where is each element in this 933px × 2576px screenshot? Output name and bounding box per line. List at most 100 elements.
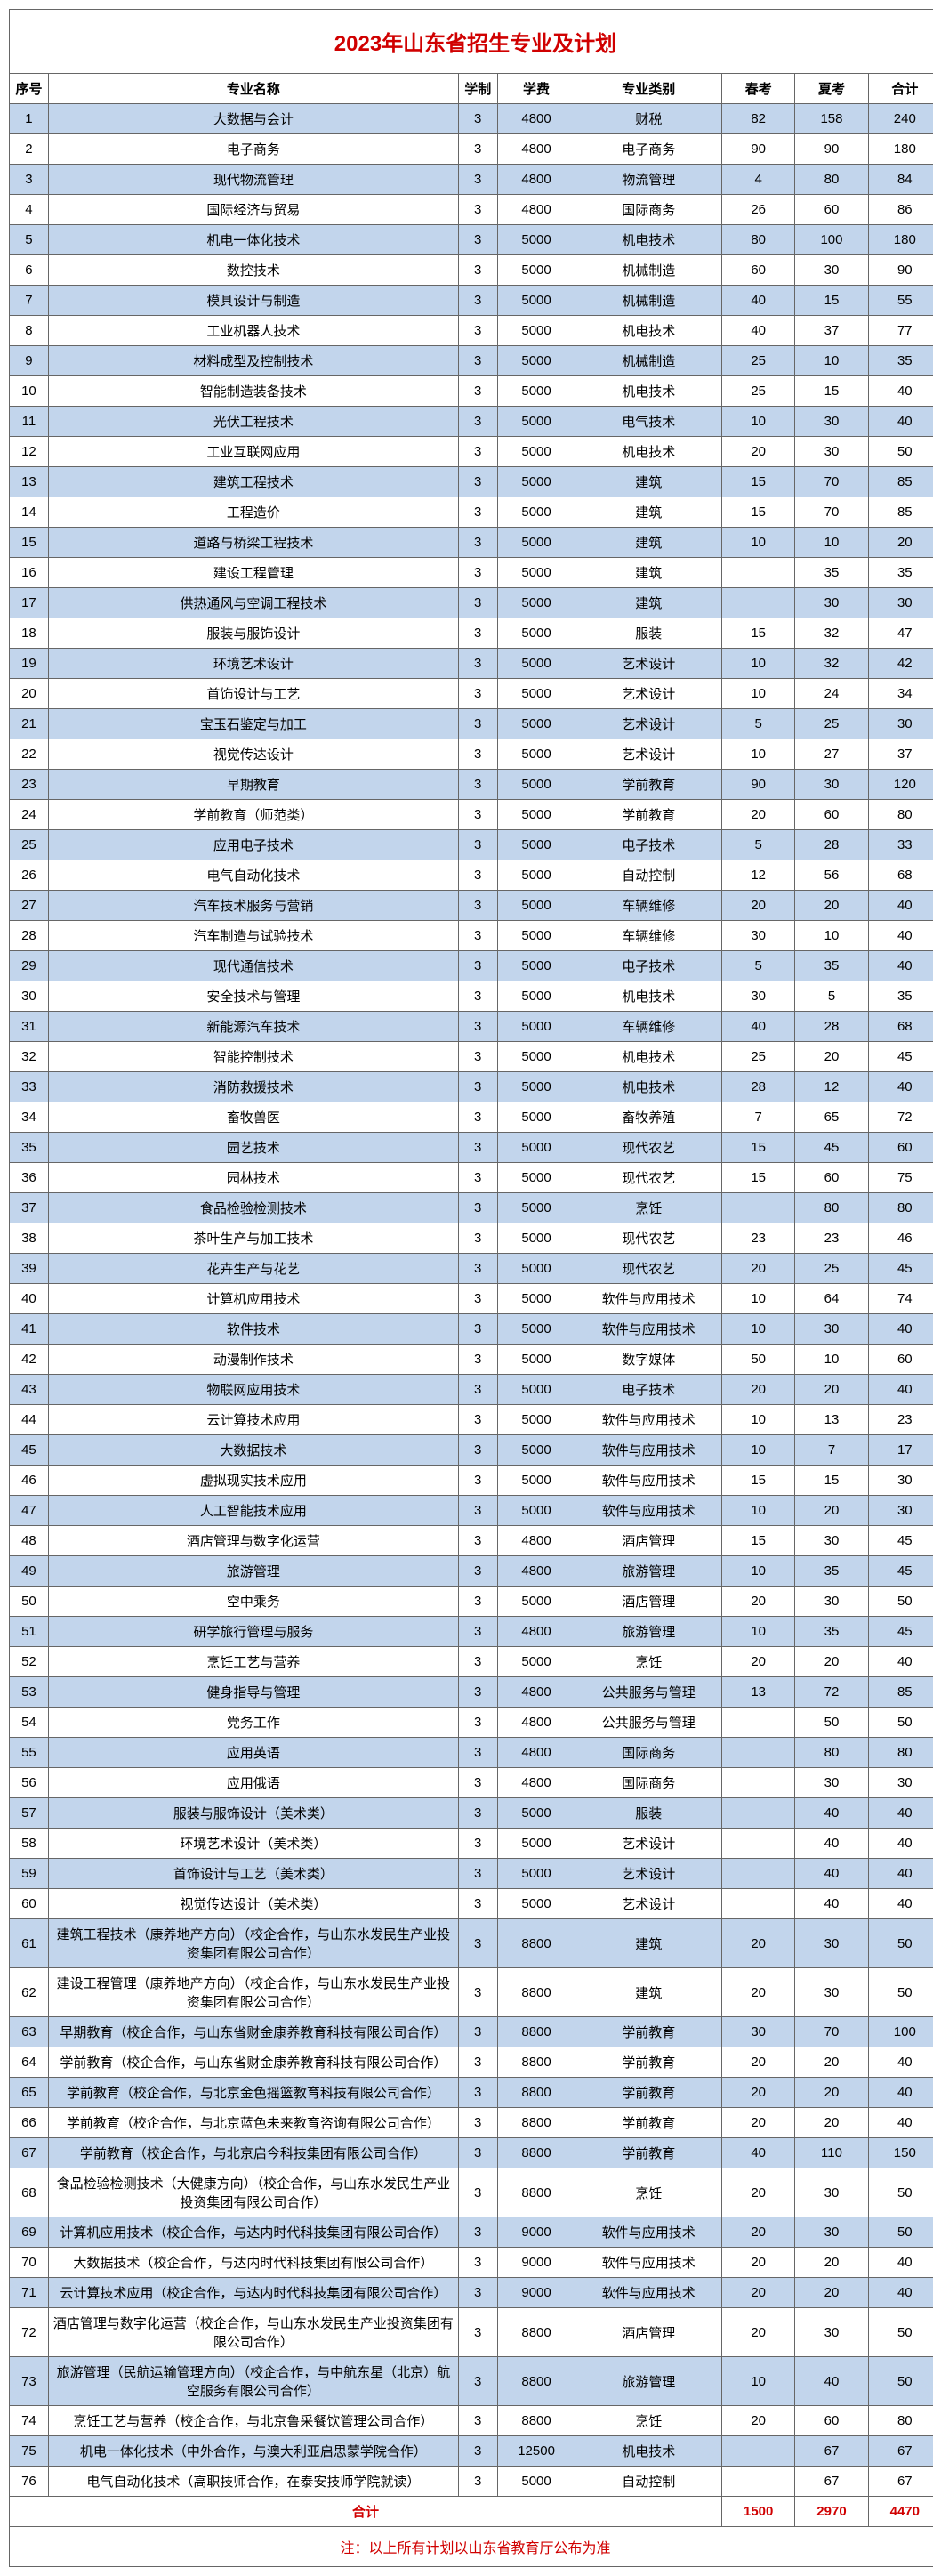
cell-fee: 12500 <box>497 2436 575 2467</box>
cell-idx: 7 <box>10 286 49 316</box>
cell-summer: 158 <box>795 104 868 134</box>
cell-idx: 19 <box>10 649 49 679</box>
cell-spring <box>722 1738 795 1768</box>
table-row: 69计算机应用技术（校企合作，与达内时代科技集团有限公司合作）39000软件与应… <box>10 2217 933 2248</box>
cell-idx: 8 <box>10 316 49 346</box>
cell-duration: 3 <box>458 1314 497 1345</box>
cell-summer: 30 <box>795 2217 868 2248</box>
cell-duration: 3 <box>458 1345 497 1375</box>
cell-idx: 27 <box>10 891 49 921</box>
cell-idx: 56 <box>10 1768 49 1798</box>
cell-idx: 74 <box>10 2406 49 2436</box>
cell-fee: 5000 <box>497 830 575 860</box>
cell-spring: 10 <box>722 1617 795 1647</box>
cell-fee: 8800 <box>497 2138 575 2168</box>
cell-total: 77 <box>868 316 933 346</box>
cell-total: 50 <box>868 1919 933 1968</box>
cell-category: 机电技术 <box>575 1042 722 1072</box>
cell-category: 软件与应用技术 <box>575 2248 722 2278</box>
cell-spring: 10 <box>722 1556 795 1587</box>
cell-duration: 3 <box>458 618 497 649</box>
cell-spring: 5 <box>722 951 795 981</box>
table-row: 27汽车技术服务与营销35000车辆维修202040 <box>10 891 933 921</box>
cell-summer: 30 <box>795 2168 868 2217</box>
cell-name: 工业机器人技术 <box>48 316 458 346</box>
table-row: 17供热通风与空调工程技术35000建筑3030 <box>10 588 933 618</box>
cell-name: 园林技术 <box>48 1163 458 1193</box>
cell-spring: 30 <box>722 921 795 951</box>
cell-idx: 41 <box>10 1314 49 1345</box>
cell-total: 120 <box>868 770 933 800</box>
cell-name: 智能控制技术 <box>48 1042 458 1072</box>
cell-idx: 28 <box>10 921 49 951</box>
cell-category: 酒店管理 <box>575 1587 722 1617</box>
cell-category: 国际商务 <box>575 1768 722 1798</box>
table-row: 38茶叶生产与加工技术35000现代农艺232346 <box>10 1223 933 1254</box>
cell-duration: 3 <box>458 316 497 346</box>
cell-duration: 3 <box>458 1829 497 1859</box>
cell-idx: 59 <box>10 1859 49 1889</box>
cell-total: 72 <box>868 1102 933 1133</box>
cell-fee: 5000 <box>497 1859 575 1889</box>
cell-fee: 4800 <box>497 1768 575 1798</box>
cell-summer: 72 <box>795 1677 868 1708</box>
cell-total: 85 <box>868 497 933 528</box>
table-row: 24学前教育（师范类）35000学前教育206080 <box>10 800 933 830</box>
cell-fee: 8800 <box>497 2078 575 2108</box>
cell-category: 艺术设计 <box>575 709 722 739</box>
cell-total: 20 <box>868 528 933 558</box>
cell-fee: 5000 <box>497 1254 575 1284</box>
cell-idx: 21 <box>10 709 49 739</box>
cell-category: 旅游管理 <box>575 1556 722 1587</box>
cell-fee: 5000 <box>497 709 575 739</box>
table-row: 37食品检验检测技术35000烹饪8080 <box>10 1193 933 1223</box>
cell-category: 烹饪 <box>575 1193 722 1223</box>
cell-total: 40 <box>868 2047 933 2078</box>
header-total: 合计 <box>868 74 933 104</box>
cell-name: 服装与服饰设计 <box>48 618 458 649</box>
cell-duration: 3 <box>458 1193 497 1223</box>
table-row: 72酒店管理与数字化运营（校企合作，与山东水发民生产业投资集团有限公司合作）38… <box>10 2308 933 2357</box>
cell-category: 自动控制 <box>575 860 722 891</box>
cell-idx: 37 <box>10 1193 49 1223</box>
cell-summer: 110 <box>795 2138 868 2168</box>
cell-category: 国际商务 <box>575 1738 722 1768</box>
cell-fee: 5000 <box>497 528 575 558</box>
cell-category: 艺术设计 <box>575 1859 722 1889</box>
cell-total: 75 <box>868 1163 933 1193</box>
cell-spring: 15 <box>722 1163 795 1193</box>
table-row: 21宝玉石鉴定与加工35000艺术设计52530 <box>10 709 933 739</box>
cell-idx: 69 <box>10 2217 49 2248</box>
cell-spring: 10 <box>722 1405 795 1435</box>
cell-total: 40 <box>868 2108 933 2138</box>
cell-name: 酒店管理与数字化运营（校企合作，与山东水发民生产业投资集团有限公司合作） <box>48 2308 458 2357</box>
cell-fee: 5000 <box>497 1314 575 1345</box>
cell-category: 物流管理 <box>575 165 722 195</box>
cell-summer: 27 <box>795 739 868 770</box>
cell-summer: 40 <box>795 2357 868 2406</box>
table-row: 30安全技术与管理35000机电技术30535 <box>10 981 933 1012</box>
cell-category: 电子技术 <box>575 830 722 860</box>
cell-duration: 3 <box>458 376 497 407</box>
cell-spring: 82 <box>722 104 795 134</box>
cell-spring: 25 <box>722 1042 795 1072</box>
cell-total: 47 <box>868 618 933 649</box>
cell-category: 机械制造 <box>575 286 722 316</box>
table-row: 54党务工作34800公共服务与管理5050 <box>10 1708 933 1738</box>
cell-summer: 80 <box>795 1738 868 1768</box>
cell-category: 软件与应用技术 <box>575 1405 722 1435</box>
cell-name: 茶叶生产与加工技术 <box>48 1223 458 1254</box>
cell-fee: 5000 <box>497 1072 575 1102</box>
cell-fee: 5000 <box>497 255 575 286</box>
cell-summer: 28 <box>795 830 868 860</box>
cell-name: 现代物流管理 <box>48 165 458 195</box>
cell-spring <box>722 1859 795 1889</box>
cell-fee: 8800 <box>497 2357 575 2406</box>
sum-label: 合计 <box>10 2497 722 2527</box>
cell-idx: 43 <box>10 1375 49 1405</box>
cell-duration: 3 <box>458 1556 497 1587</box>
cell-name: 光伏工程技术 <box>48 407 458 437</box>
cell-category: 建筑 <box>575 467 722 497</box>
cell-category: 电子技术 <box>575 1375 722 1405</box>
cell-name: 学前教育（校企合作，与北京蓝色未来教育咨询有限公司合作） <box>48 2108 458 2138</box>
